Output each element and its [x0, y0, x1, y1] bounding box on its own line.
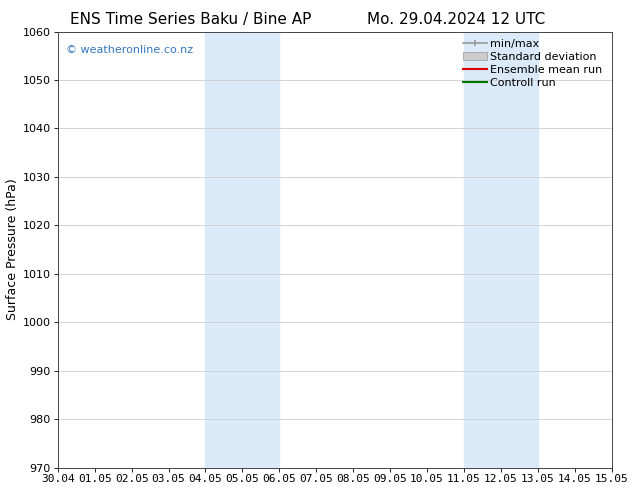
Text: Mo. 29.04.2024 12 UTC: Mo. 29.04.2024 12 UTC: [367, 12, 546, 27]
Bar: [464, 32, 538, 467]
Bar: [205, 32, 280, 467]
Legend: min/max, Standard deviation, Ensemble mean run, Controll run: min/max, Standard deviation, Ensemble me…: [459, 36, 607, 91]
Text: ENS Time Series Baku / Bine AP: ENS Time Series Baku / Bine AP: [70, 12, 311, 27]
Text: © weatheronline.co.nz: © weatheronline.co.nz: [66, 45, 193, 55]
Y-axis label: Surface Pressure (hPa): Surface Pressure (hPa): [6, 179, 18, 320]
